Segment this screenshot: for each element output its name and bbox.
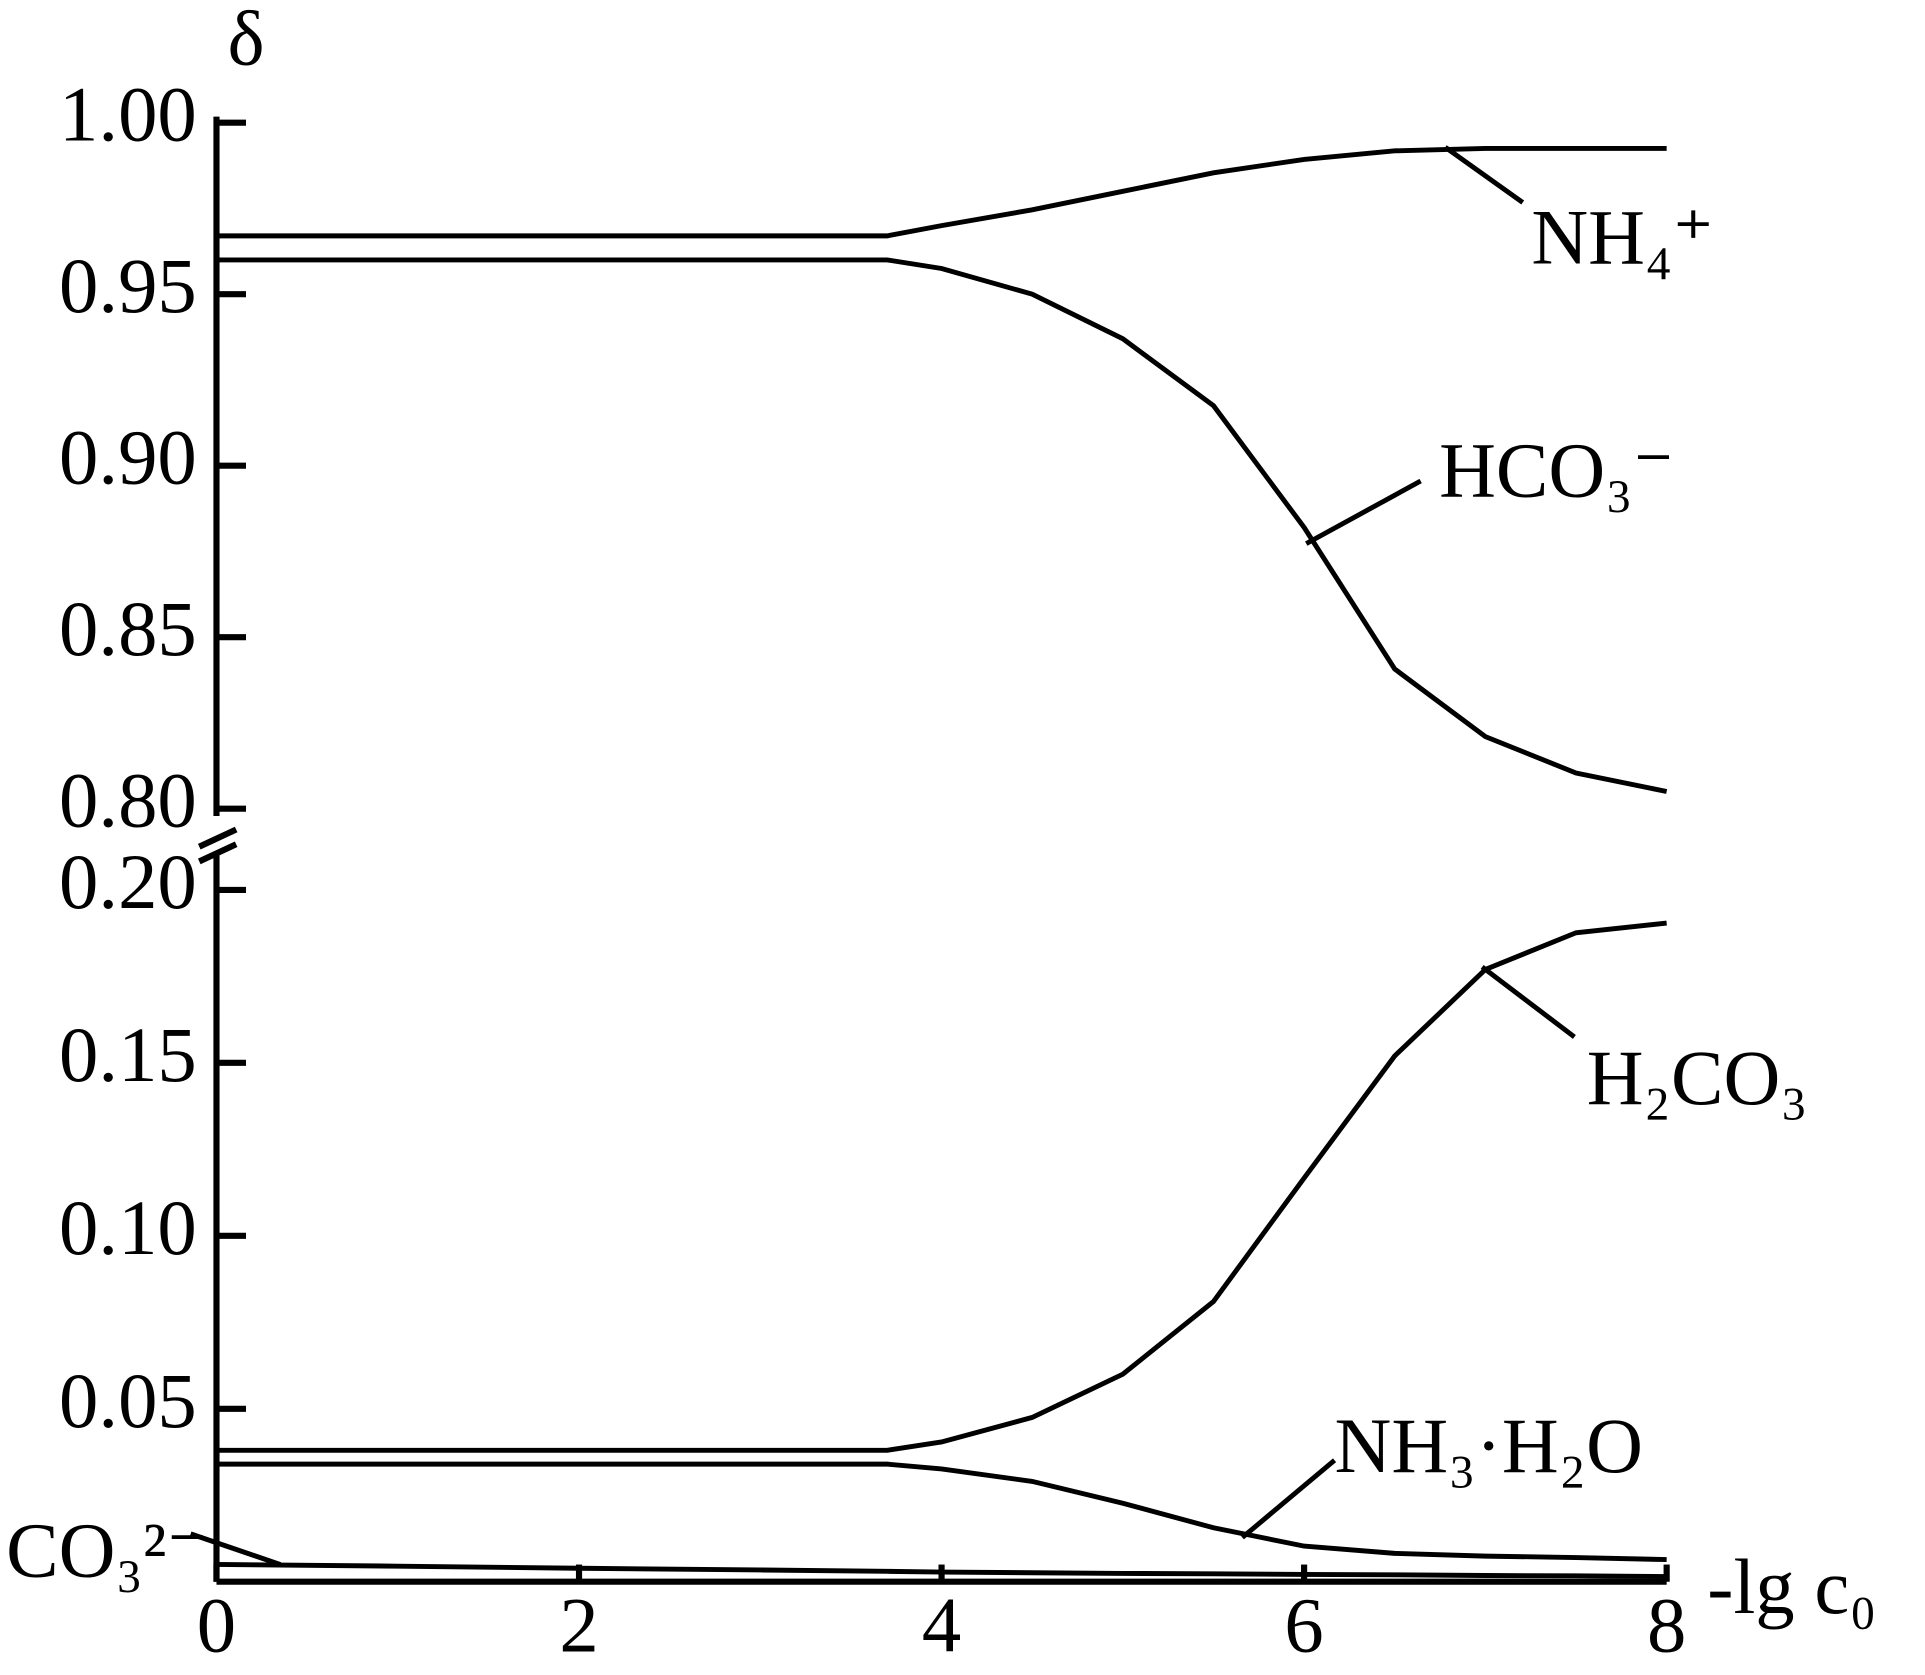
label-leader: [1305, 478, 1422, 546]
y-tick-label: 0.80: [59, 758, 197, 845]
series-label: NH₃·H₂O: [1335, 1403, 1643, 1490]
series-label: HCO₃⁻: [1439, 428, 1674, 515]
x-tick-label: 2: [559, 1582, 598, 1669]
y-tick-label: 0.05: [59, 1358, 197, 1445]
axis-break: [197, 841, 238, 865]
label-leader: [1240, 1458, 1337, 1540]
y-tick-label: 0.85: [59, 586, 197, 673]
series-label: H₂CO₃: [1587, 1035, 1808, 1122]
series-line: [216, 145, 1667, 239]
label-leader: [1443, 145, 1525, 205]
series-label: NH₄⁺: [1531, 195, 1714, 282]
y-tick-label: 0.90: [59, 415, 197, 502]
plot-area: 0.80 0.85 0.90 0.95 1.00 δ NH₄⁺ HCO₃⁻ 0.05 0.10 0.…: [6, 0, 1877, 1669]
series-line: [216, 920, 1667, 1453]
x-tick-label: 6: [1284, 1582, 1323, 1669]
label-leader: [189, 1531, 282, 1567]
y-tick-label: 1.00: [59, 72, 197, 159]
series-line: [216, 1461, 1667, 1563]
label-leader: [1480, 965, 1576, 1039]
axis-break: [197, 826, 238, 850]
y-tick-label: 0.15: [59, 1012, 197, 1099]
series-line: [216, 257, 1668, 794]
y-tick-label: 0.95: [59, 243, 197, 330]
y-axis-label: δ: [227, 0, 264, 83]
x-tick-label: 8: [1647, 1582, 1686, 1669]
x-tick-label: 0: [197, 1582, 236, 1669]
x-axis-label: -lg c₀: [1707, 1544, 1876, 1631]
series-label: CO₃²⁻: [6, 1508, 208, 1595]
series-line: [216, 1561, 1667, 1579]
x-tick-label: 4: [922, 1582, 961, 1669]
y-tick-label: 0.20: [59, 839, 197, 926]
y-tick-label: 0.10: [59, 1185, 197, 1272]
